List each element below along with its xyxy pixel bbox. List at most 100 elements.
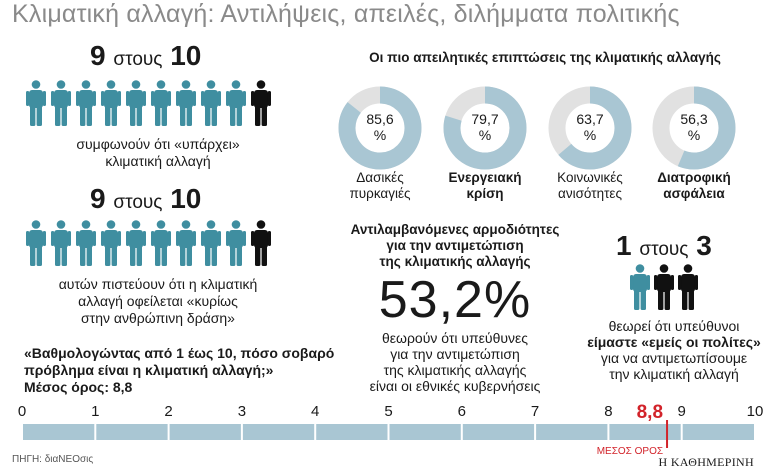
donut-category-label: Κοινωνικές ανισότητες <box>540 170 640 202</box>
caption-line: συμφωνούν ότι «υπάρχει» <box>76 136 240 152</box>
person-icon <box>654 264 674 310</box>
scale-tick-label: 9 <box>678 403 686 420</box>
donut-chart <box>652 86 736 170</box>
person-icon <box>176 80 196 126</box>
category-line: Δασικές <box>356 170 404 185</box>
people-row-human-cause <box>26 220 271 266</box>
caption-line: στην ανθρώπινη δράση» <box>81 310 235 326</box>
scale-tick-label: 4 <box>311 403 319 420</box>
source-note: ΠΗΓΗ: διαΝΕΟσις <box>12 454 94 465</box>
caption-line: για την αντιμετώπιση <box>390 346 520 362</box>
ratio-word: στους <box>639 239 689 260</box>
person-icon <box>26 220 46 266</box>
donut-slice <box>443 86 527 170</box>
people-row-citizens <box>630 264 698 310</box>
donut-chart <box>443 86 527 170</box>
ratio-word: στους <box>113 192 163 213</box>
caption-agree: συμφωνούν ότι «υπάρχει» κλιματική αλλαγή <box>20 136 296 170</box>
category-line: Κοινωνικές <box>557 170 623 185</box>
mean-value-label: 8,8 <box>637 402 663 423</box>
threats-heading: Οι πιο απειλητικές επιπτώσεις της κλιματ… <box>369 50 721 65</box>
ratio-citizens: 1 στους 3 <box>616 230 712 262</box>
question-block: «Βαθμολογώντας από 1 έως 10, πόσο σοβαρό… <box>24 345 334 396</box>
ratio-human-cause: 9 στους 10 <box>90 183 201 215</box>
donut-value-label: 85,6% <box>350 111 410 143</box>
responsibility-big-value: 53,2% <box>378 271 532 329</box>
donut-value-label: 56,3% <box>664 111 724 143</box>
page-title: Κλιματική αλλαγή: Αντιλήψεις, απειλές, δ… <box>12 0 680 28</box>
person-icon <box>201 220 221 266</box>
brand-logo: Η ΚΑΘΗΜΕΡΙΝΗ <box>658 455 754 469</box>
question-mean: Μέσος όρος: 8,8 <box>24 379 133 395</box>
scale-tick-label: 7 <box>531 403 539 420</box>
category-line: ανισότητες <box>558 186 622 201</box>
person-icon <box>251 220 271 266</box>
ratio-den: 10 <box>170 40 202 71</box>
donut-value: 85,6 <box>366 111 394 127</box>
heading-line: Αντιλαμβανόμενες αρμοδιότητες <box>350 222 560 237</box>
caption-line: είμαστε «εμείς οι πολίτες» <box>587 334 761 350</box>
donut-percent: % <box>373 127 387 143</box>
caption-line: είναι οι εθνικές κυβερνήσεις <box>369 378 541 394</box>
ratio-den: 3 <box>696 230 712 261</box>
donut-value: 56,3 <box>680 111 708 127</box>
person-icon <box>126 220 146 266</box>
person-icon <box>226 80 246 126</box>
person-icon <box>126 80 146 126</box>
responsibility-heading: Αντιλαμβανόμενες αρμοδιότητες για την αν… <box>330 222 580 270</box>
donut-category-label: Ενεργειακή κρίση <box>435 170 535 202</box>
ratio-word: στους <box>113 49 163 70</box>
person-icon <box>51 220 71 266</box>
donut-category-label: Διατροφική ασφάλεια <box>644 170 744 202</box>
person-icon <box>201 80 221 126</box>
scale-tick-label: 1 <box>91 403 99 420</box>
people-row-agree <box>26 80 271 126</box>
ratio-agree: 9 στους 10 <box>90 40 201 72</box>
donut-percent: % <box>687 127 701 143</box>
category-line: κρίση <box>466 186 504 201</box>
person-icon <box>226 220 246 266</box>
caption-line: θεωρεί ότι υπεύθυνοι <box>608 318 740 334</box>
person-icon <box>151 220 171 266</box>
donut-slice <box>548 86 632 170</box>
category-line: Ενεργειακή <box>448 170 522 185</box>
donut-value: 79,7 <box>471 111 499 127</box>
donut-percent: % <box>583 127 597 143</box>
ratio-num: 9 <box>90 183 106 214</box>
ratio-num: 1 <box>616 230 632 261</box>
caption-line: την κλιματική αλλαγή <box>609 366 739 382</box>
donut-slice <box>338 86 422 170</box>
person-icon <box>76 80 96 126</box>
heading-line: της κλιματικής αλλαγής <box>379 254 531 269</box>
person-icon <box>251 80 271 126</box>
caption-human-cause: αυτών πιστεύουν ότι η κλιματική αλλαγή ο… <box>20 276 296 327</box>
caption-line: αλλαγή οφείλεται «κυρίως <box>78 293 238 309</box>
person-icon <box>101 220 121 266</box>
category-line: ασφάλεια <box>663 186 725 201</box>
donut-chart <box>338 86 422 170</box>
responsibility-caption: θεωρούν ότι υπεύθυνες για την αντιμετώπι… <box>330 330 580 394</box>
caption-line: της κλιματικής αλλαγής <box>383 362 527 378</box>
scale-tick-label: 2 <box>164 403 172 420</box>
question-line: «Βαθμολογώντας από 1 έως 10, πόσο σοβαρό <box>24 345 335 361</box>
category-line: Διατροφική <box>657 170 731 185</box>
person-icon <box>26 80 46 126</box>
category-line: πυρκαγιές <box>349 186 411 201</box>
caption-line: για να αντιμετωπίσουμε <box>600 350 748 366</box>
person-icon <box>101 80 121 126</box>
mean-caption: ΜΕΣΟΣ ΟΡΟΣ <box>597 446 663 457</box>
caption-line: κλιματική αλλαγή <box>105 153 211 169</box>
scale-tick-label: 0 <box>18 403 26 420</box>
donut-chart <box>548 86 632 170</box>
person-icon <box>76 220 96 266</box>
heading-line: για την αντιμετώπιση <box>386 238 524 253</box>
scale-tick-label: 6 <box>458 403 466 420</box>
person-icon <box>630 264 650 310</box>
caption-citizens: θεωρεί ότι υπεύθυνοι είμαστε «εμείς οι π… <box>582 318 766 382</box>
donut-value: 63,7 <box>576 111 604 127</box>
scale-tick-label: 3 <box>238 403 246 420</box>
person-icon <box>151 80 171 126</box>
question-line: πρόβλημα είναι η κλιματική αλλαγή;» <box>24 362 274 378</box>
donut-category-label: Δασικές πυρκαγιές <box>330 170 430 202</box>
caption-line: θεωρούν ότι υπεύθυνες <box>381 330 528 346</box>
